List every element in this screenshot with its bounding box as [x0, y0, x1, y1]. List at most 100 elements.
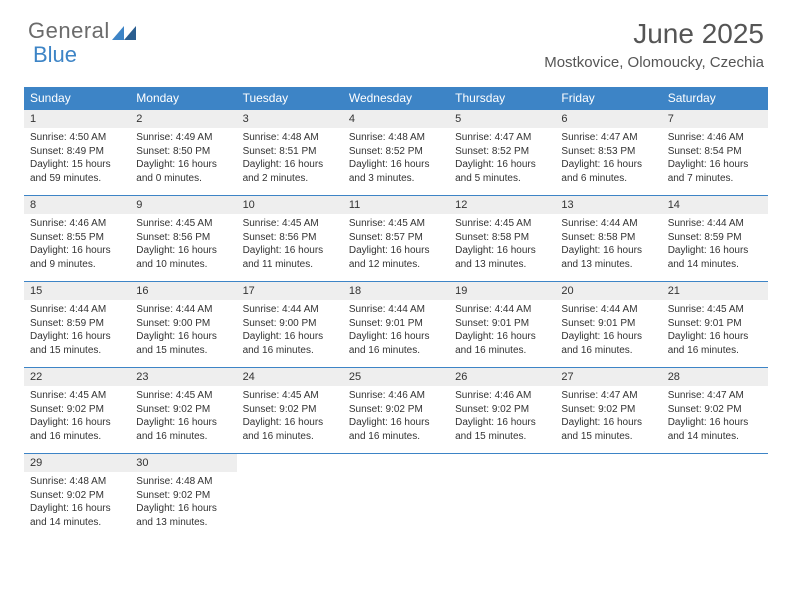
sunset-text: Sunset: 9:02 PM: [136, 403, 230, 417]
sunrise-text: Sunrise: 4:46 AM: [30, 217, 124, 231]
daylight-line1: Daylight: 16 hours: [136, 330, 230, 344]
sunrise-text: Sunrise: 4:47 AM: [561, 131, 655, 145]
day-number-cell: 2: [130, 110, 236, 129]
day-data-cell: Sunrise: 4:44 AMSunset: 9:01 PMDaylight:…: [449, 300, 555, 368]
title-block: June 2025 Mostkovice, Olomoucky, Czechia: [544, 18, 764, 71]
daylight-line1: Daylight: 16 hours: [561, 158, 655, 172]
daylight-line1: Daylight: 16 hours: [30, 244, 124, 258]
sunrise-text: Sunrise: 4:44 AM: [561, 303, 655, 317]
daylight-line2: and 16 minutes.: [455, 344, 549, 358]
sunrise-text: Sunrise: 4:45 AM: [349, 217, 443, 231]
day-data-cell: [343, 472, 449, 539]
daylight-line1: Daylight: 16 hours: [243, 330, 337, 344]
daylight-line2: and 13 minutes.: [561, 258, 655, 272]
day-data-cell: Sunrise: 4:48 AMSunset: 8:52 PMDaylight:…: [343, 128, 449, 196]
day-number-cell: [343, 454, 449, 473]
day-number-cell: 11: [343, 196, 449, 215]
daylight-line1: Daylight: 16 hours: [668, 158, 762, 172]
daylight-line2: and 16 minutes.: [136, 430, 230, 444]
daylight-line1: Daylight: 16 hours: [349, 416, 443, 430]
daylight-line2: and 14 minutes.: [668, 258, 762, 272]
day-number-row: 22232425262728: [24, 368, 768, 387]
daylight-line2: and 16 minutes.: [243, 430, 337, 444]
day-data-cell: Sunrise: 4:44 AMSunset: 8:58 PMDaylight:…: [555, 214, 661, 282]
sunrise-text: Sunrise: 4:44 AM: [561, 217, 655, 231]
day-data-cell: [237, 472, 343, 539]
daylight-line1: Daylight: 16 hours: [30, 502, 124, 516]
day-data-row: Sunrise: 4:45 AMSunset: 9:02 PMDaylight:…: [24, 386, 768, 454]
day-data-cell: Sunrise: 4:46 AMSunset: 8:54 PMDaylight:…: [662, 128, 768, 196]
day-number-cell: 26: [449, 368, 555, 387]
sunset-text: Sunset: 9:02 PM: [243, 403, 337, 417]
day-number-cell: 8: [24, 196, 130, 215]
day-data-cell: Sunrise: 4:48 AMSunset: 9:02 PMDaylight:…: [130, 472, 236, 539]
days-of-week-row: Sunday Monday Tuesday Wednesday Thursday…: [24, 87, 768, 110]
logo: General: [28, 18, 136, 44]
daylight-line2: and 12 minutes.: [349, 258, 443, 272]
daylight-line2: and 59 minutes.: [30, 172, 124, 186]
day-number-cell: 4: [343, 110, 449, 129]
day-data-cell: Sunrise: 4:45 AMSunset: 9:02 PMDaylight:…: [130, 386, 236, 454]
day-number-row: 891011121314: [24, 196, 768, 215]
day-number-cell: 1: [24, 110, 130, 129]
daylight-line2: and 11 minutes.: [243, 258, 337, 272]
daylight-line1: Daylight: 16 hours: [561, 244, 655, 258]
sunrise-text: Sunrise: 4:46 AM: [455, 389, 549, 403]
sunset-text: Sunset: 8:49 PM: [30, 145, 124, 159]
day-number-cell: 17: [237, 282, 343, 301]
sunset-text: Sunset: 9:01 PM: [668, 317, 762, 331]
sunset-text: Sunset: 8:52 PM: [455, 145, 549, 159]
daylight-line1: Daylight: 16 hours: [30, 416, 124, 430]
sunrise-text: Sunrise: 4:48 AM: [136, 475, 230, 489]
daylight-line2: and 0 minutes.: [136, 172, 230, 186]
daylight-line1: Daylight: 16 hours: [136, 502, 230, 516]
day-data-cell: Sunrise: 4:45 AMSunset: 8:58 PMDaylight:…: [449, 214, 555, 282]
daylight-line2: and 15 minutes.: [136, 344, 230, 358]
sunrise-text: Sunrise: 4:44 AM: [30, 303, 124, 317]
daylight-line2: and 16 minutes.: [243, 344, 337, 358]
day-number-cell: 10: [237, 196, 343, 215]
day-data-cell: Sunrise: 4:46 AMSunset: 9:02 PMDaylight:…: [343, 386, 449, 454]
day-number-cell: 22: [24, 368, 130, 387]
sunrise-text: Sunrise: 4:45 AM: [136, 217, 230, 231]
daylight-line2: and 16 minutes.: [349, 430, 443, 444]
day-data-cell: [662, 472, 768, 539]
day-data-cell: Sunrise: 4:48 AMSunset: 8:51 PMDaylight:…: [237, 128, 343, 196]
sunset-text: Sunset: 8:56 PM: [243, 231, 337, 245]
daylight-line1: Daylight: 15 hours: [30, 158, 124, 172]
day-number-cell: 30: [130, 454, 236, 473]
day-number-cell: 14: [662, 196, 768, 215]
day-data-cell: Sunrise: 4:48 AMSunset: 9:02 PMDaylight:…: [24, 472, 130, 539]
day-number-cell: [449, 454, 555, 473]
sunrise-text: Sunrise: 4:44 AM: [243, 303, 337, 317]
sunset-text: Sunset: 9:02 PM: [349, 403, 443, 417]
daylight-line1: Daylight: 16 hours: [349, 330, 443, 344]
logo-triangle-icon: [112, 22, 136, 40]
daylight-line1: Daylight: 16 hours: [455, 330, 549, 344]
daylight-line1: Daylight: 16 hours: [136, 244, 230, 258]
day-data-cell: Sunrise: 4:46 AMSunset: 8:55 PMDaylight:…: [24, 214, 130, 282]
sunrise-text: Sunrise: 4:46 AM: [349, 389, 443, 403]
day-number-cell: 13: [555, 196, 661, 215]
dow-wednesday: Wednesday: [343, 87, 449, 110]
sunrise-text: Sunrise: 4:48 AM: [30, 475, 124, 489]
day-data-cell: Sunrise: 4:47 AMSunset: 9:02 PMDaylight:…: [662, 386, 768, 454]
daylight-line1: Daylight: 16 hours: [668, 416, 762, 430]
day-data-cell: [555, 472, 661, 539]
day-number-cell: 7: [662, 110, 768, 129]
sunrise-text: Sunrise: 4:49 AM: [136, 131, 230, 145]
day-data-cell: Sunrise: 4:45 AMSunset: 9:01 PMDaylight:…: [662, 300, 768, 368]
day-number-cell: [555, 454, 661, 473]
day-data-cell: Sunrise: 4:46 AMSunset: 9:02 PMDaylight:…: [449, 386, 555, 454]
day-data-cell: Sunrise: 4:44 AMSunset: 9:00 PMDaylight:…: [237, 300, 343, 368]
daylight-line2: and 6 minutes.: [561, 172, 655, 186]
daylight-line2: and 15 minutes.: [30, 344, 124, 358]
day-data-row: Sunrise: 4:44 AMSunset: 8:59 PMDaylight:…: [24, 300, 768, 368]
sunset-text: Sunset: 8:58 PM: [561, 231, 655, 245]
sunset-text: Sunset: 8:50 PM: [136, 145, 230, 159]
sunrise-text: Sunrise: 4:47 AM: [561, 389, 655, 403]
day-data-cell: Sunrise: 4:45 AMSunset: 9:02 PMDaylight:…: [24, 386, 130, 454]
day-number-cell: 21: [662, 282, 768, 301]
daylight-line1: Daylight: 16 hours: [349, 158, 443, 172]
sunrise-text: Sunrise: 4:44 AM: [136, 303, 230, 317]
